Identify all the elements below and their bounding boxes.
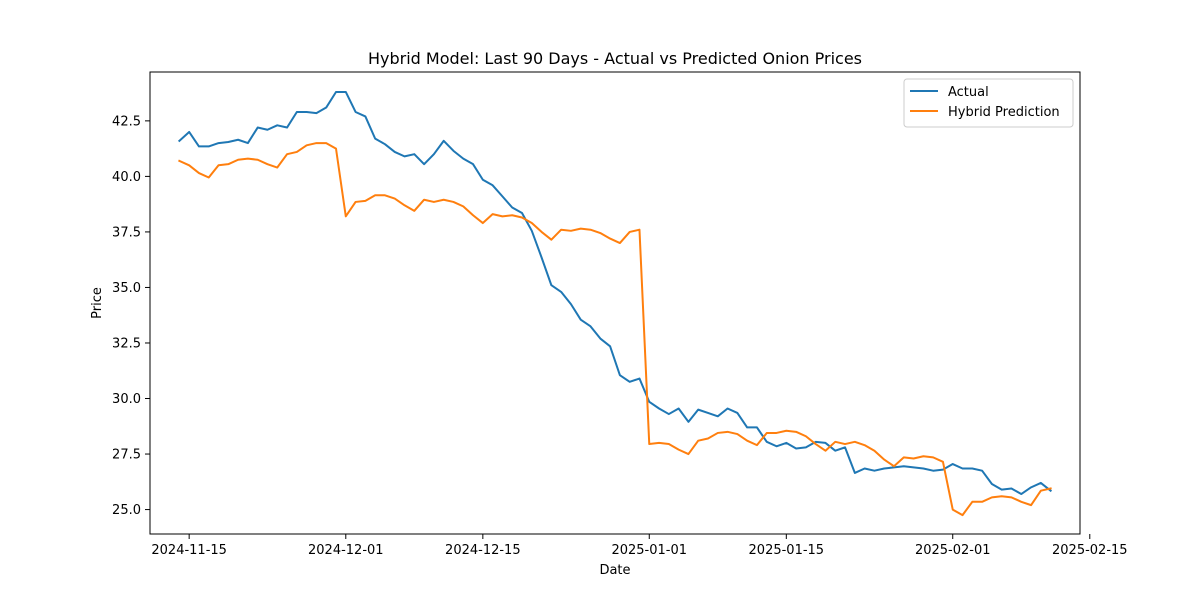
legend-label-hybrid-prediction: Hybrid Prediction bbox=[948, 105, 1060, 120]
x-tick-label: 2025-02-01 bbox=[915, 543, 991, 558]
y-tick-label: 35.0 bbox=[112, 281, 141, 296]
series-layer bbox=[177, 90, 1053, 517]
legend-box bbox=[903, 78, 1074, 128]
series-line-actual bbox=[177, 90, 1053, 496]
x-axis: 2024-11-15 2024-12-01 2024-12-15 2025-01-01… bbox=[151, 534, 1128, 558]
y-tick-label: 40.0 bbox=[112, 170, 141, 185]
x-tick-label: 2025-02-15 bbox=[1052, 543, 1128, 558]
y-tick-label: 27.5 bbox=[112, 448, 141, 463]
series-line-hybrid-prediction bbox=[178, 142, 1052, 517]
x-tick-label: 2024-12-01 bbox=[308, 543, 384, 558]
chart-title: Hybrid Model: Last 90 Days - Actual vs P… bbox=[368, 49, 862, 68]
y-tick-label: 30.0 bbox=[112, 392, 141, 407]
legend-label-actual: Actual bbox=[948, 85, 989, 100]
y-axis-title: Price bbox=[90, 287, 105, 319]
x-tick-label: 2024-12-15 bbox=[445, 543, 521, 558]
legend: Actual Hybrid Prediction bbox=[903, 78, 1074, 128]
y-tick-label: 37.5 bbox=[112, 225, 141, 240]
x-axis-title: Date bbox=[599, 563, 630, 578]
x-tick-label: 2025-01-15 bbox=[749, 543, 825, 558]
y-tick-label: 32.5 bbox=[112, 336, 141, 351]
y-tick-label: 25.0 bbox=[112, 503, 141, 518]
plot-frame bbox=[149, 71, 1081, 535]
x-tick-label: 2025-01-01 bbox=[611, 543, 687, 558]
x-tick-label: 2024-11-15 bbox=[151, 543, 227, 558]
y-tick-label: 42.5 bbox=[112, 114, 141, 129]
y-axis: 25.0 27.5 30.0 32.5 35.0 37.5 40.0 42.5 bbox=[112, 114, 150, 518]
